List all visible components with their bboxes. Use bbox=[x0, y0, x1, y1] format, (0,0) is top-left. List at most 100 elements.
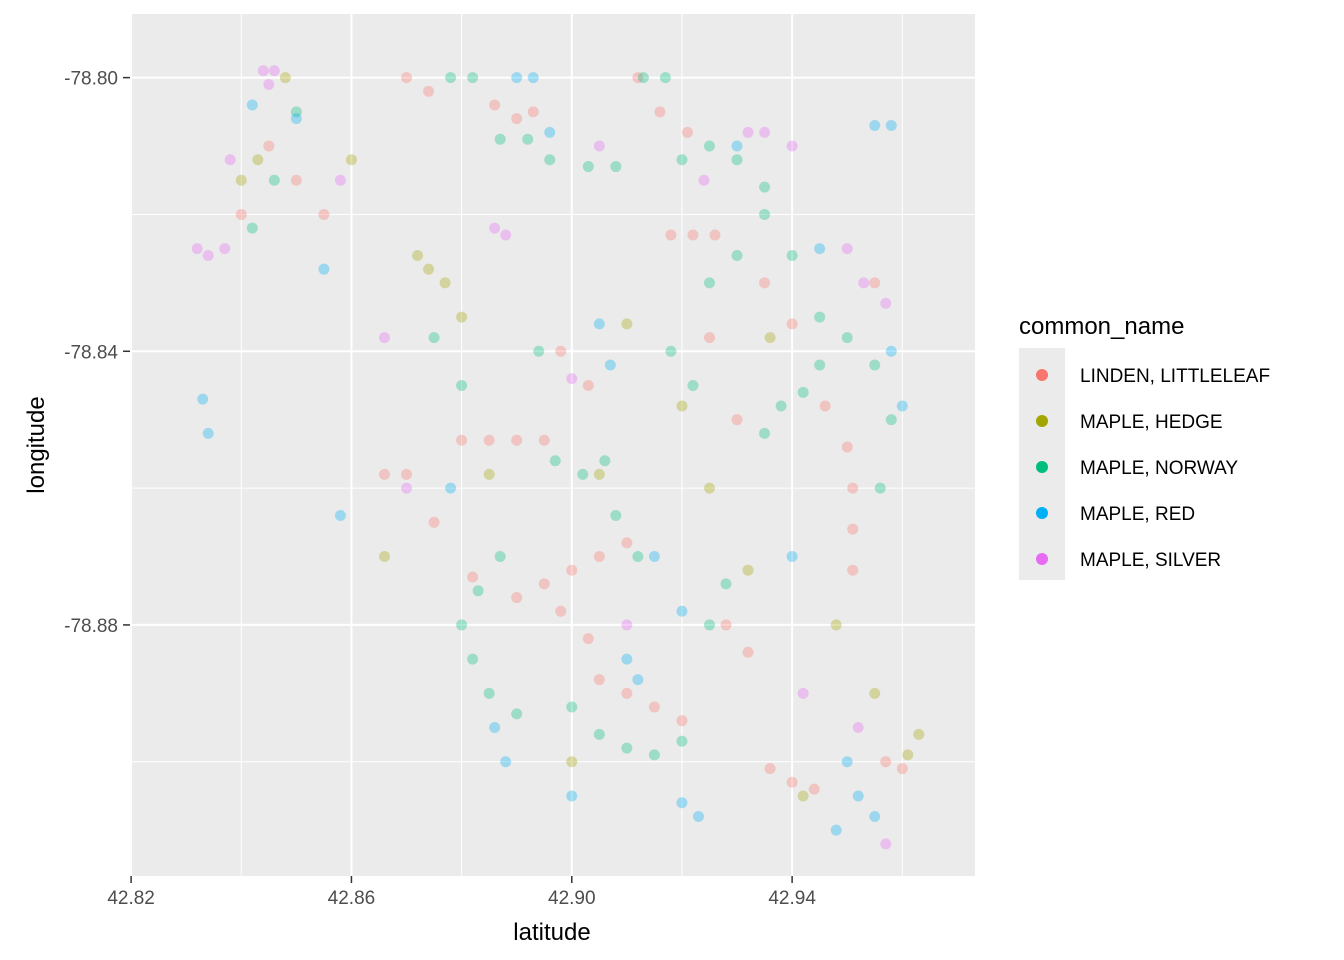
legend-key bbox=[1036, 553, 1048, 565]
data-point bbox=[720, 578, 732, 590]
data-point bbox=[742, 564, 754, 576]
data-point bbox=[566, 790, 578, 802]
data-point bbox=[428, 516, 440, 528]
data-point bbox=[566, 373, 578, 385]
data-point bbox=[318, 208, 330, 220]
data-point bbox=[378, 332, 390, 344]
data-point bbox=[566, 701, 578, 713]
data-point bbox=[665, 345, 677, 357]
data-point bbox=[235, 208, 247, 220]
legend-key bbox=[1036, 507, 1048, 519]
data-point bbox=[467, 72, 479, 84]
legend-label: MAPLE, SILVER bbox=[1080, 550, 1221, 571]
data-point bbox=[246, 99, 258, 111]
data-point bbox=[731, 140, 743, 152]
data-point bbox=[797, 790, 809, 802]
data-point bbox=[456, 434, 468, 446]
data-point bbox=[847, 523, 859, 535]
grid-major bbox=[130, 14, 975, 876]
data-point bbox=[593, 140, 605, 152]
data-point bbox=[648, 749, 660, 761]
data-point bbox=[467, 571, 479, 583]
data-point bbox=[896, 763, 908, 775]
data-point bbox=[456, 619, 468, 631]
data-point bbox=[483, 687, 495, 699]
data-point bbox=[511, 592, 523, 604]
legend-key bbox=[1036, 415, 1048, 427]
x-axis-title: latitude bbox=[513, 919, 590, 946]
data-point bbox=[759, 427, 771, 439]
data-point bbox=[902, 749, 914, 761]
data-point bbox=[621, 687, 633, 699]
data-point bbox=[544, 154, 556, 166]
data-point bbox=[494, 133, 506, 145]
data-point bbox=[610, 509, 622, 521]
data-point bbox=[279, 72, 291, 84]
data-point bbox=[731, 154, 743, 166]
data-point bbox=[582, 161, 594, 173]
data-point bbox=[439, 277, 451, 289]
data-point bbox=[869, 277, 881, 289]
data-point bbox=[334, 174, 346, 186]
data-point bbox=[885, 345, 897, 357]
data-point bbox=[869, 687, 881, 699]
x-tick-label: 42.82 bbox=[107, 888, 155, 909]
y-tick-label: -78.80 bbox=[64, 69, 118, 90]
data-point bbox=[808, 783, 820, 795]
data-point bbox=[500, 756, 512, 768]
data-point bbox=[742, 126, 754, 138]
y-axis-ticks: -78.80 -78.84 -78.88 bbox=[64, 69, 130, 637]
data-point bbox=[665, 229, 677, 241]
data-point bbox=[869, 810, 881, 822]
data-point bbox=[593, 318, 605, 330]
data-point bbox=[538, 434, 550, 446]
data-point bbox=[621, 619, 633, 631]
data-point bbox=[527, 106, 539, 118]
data-point bbox=[703, 277, 715, 289]
data-point bbox=[202, 249, 214, 261]
data-point bbox=[764, 332, 776, 344]
data-point bbox=[412, 249, 424, 261]
data-point bbox=[456, 311, 468, 323]
data-point bbox=[797, 386, 809, 398]
data-point bbox=[582, 379, 594, 391]
data-point bbox=[566, 756, 578, 768]
data-point bbox=[428, 332, 440, 344]
data-point bbox=[577, 468, 589, 480]
legend-items: LINDEN, LITTLELEAF MAPLE, HEDGE MAPLE, NOR… bbox=[1036, 366, 1270, 571]
data-point bbox=[202, 427, 214, 439]
data-point bbox=[759, 181, 771, 193]
data-point bbox=[896, 400, 908, 412]
data-point bbox=[698, 174, 710, 186]
data-point bbox=[852, 790, 864, 802]
data-point bbox=[533, 345, 545, 357]
data-point bbox=[847, 482, 859, 494]
data-point bbox=[219, 243, 231, 255]
data-point bbox=[841, 332, 853, 344]
legend-label: MAPLE, HEDGE bbox=[1080, 412, 1223, 433]
legend-label: MAPLE, RED bbox=[1080, 504, 1195, 525]
x-tick-label: 42.94 bbox=[768, 888, 816, 909]
data-point bbox=[511, 72, 523, 84]
data-point bbox=[290, 174, 302, 186]
data-point bbox=[819, 400, 831, 412]
legend-title: common_name bbox=[1019, 313, 1184, 340]
panel-background bbox=[130, 14, 975, 876]
data-point bbox=[703, 482, 715, 494]
series-maple-hedge bbox=[235, 72, 925, 802]
data-point bbox=[880, 838, 892, 850]
data-point bbox=[841, 243, 853, 255]
data-point bbox=[814, 243, 826, 255]
data-point bbox=[786, 551, 798, 563]
data-point bbox=[423, 263, 435, 275]
series-linden-littleleaf bbox=[235, 72, 908, 795]
legend: common_name LINDEN, LITTLELEAF MAPLE, HED… bbox=[1019, 313, 1270, 580]
data-point bbox=[494, 551, 506, 563]
data-point bbox=[489, 222, 501, 234]
data-point bbox=[401, 72, 413, 84]
data-point bbox=[709, 229, 721, 241]
data-point bbox=[830, 824, 842, 836]
data-point bbox=[621, 537, 633, 549]
data-point bbox=[445, 72, 457, 84]
data-point bbox=[681, 126, 693, 138]
